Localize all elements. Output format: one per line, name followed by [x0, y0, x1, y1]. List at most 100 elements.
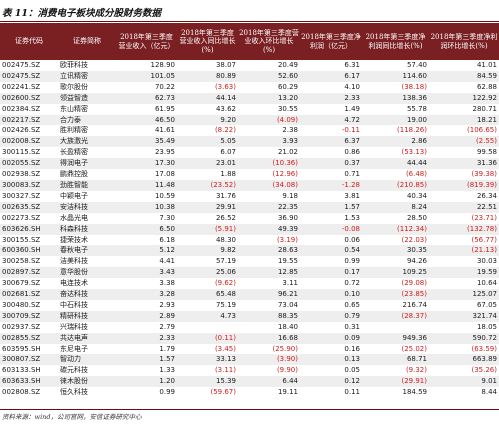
revenue-yoy-cell: 48.30 — [177, 234, 238, 246]
table-row: 002217.SZ 合力泰 46.50 9.20 (4.09) 4.72 19.00 18.2… — [0, 114, 499, 126]
code-cell: 002635.SZ — [0, 201, 58, 213]
table-row: 002426.SZ 胜利精密 41.61 (8.22) 2.38 -0.11 (118.26… — [0, 125, 499, 137]
revenue-yoy-cell: 9.20 — [177, 114, 238, 126]
code-cell: 300327.SZ — [0, 190, 58, 202]
code-cell: 002681.SZ — [0, 289, 58, 300]
name-cell: 得润电子 — [58, 158, 116, 170]
revenue-yoy-cell: 15.39 — [177, 376, 238, 388]
table-row: 002055.SZ 得润电子 17.30 23.01 (10.36) 0.37 44.44 3… — [0, 158, 499, 170]
net-profit-cell: 0.16 — [300, 343, 362, 355]
table-body: 002475.SZ 欧菲科技 128.90 38.07 20.49 6.31 57.40 41… — [0, 60, 499, 399]
revenue-qoq-cell: 60.29 — [238, 81, 300, 93]
table-row: 300327.SZ 中颖电子 10.59 31.76 9.18 3.81 40.34 26.3… — [0, 190, 499, 202]
column-header-name: 证券简称 — [58, 23, 116, 60]
name-cell: 洁美科技 — [58, 256, 116, 268]
revenue-qoq-cell: (4.09) — [238, 114, 300, 126]
table-row: 603595.SH 东尼电子 1.79 (3.45) (25.90) 0.16 (25.02… — [0, 343, 499, 355]
profit-qoq-cell: 62.88 — [429, 81, 499, 93]
net-profit-cell: 0.31 — [300, 321, 362, 333]
column-header-revenue-yoy: 2018年第三季度营业收入同比增长(%) — [177, 23, 238, 60]
table-row: 002681.SZ 奋达科技 3.28 65.48 96.21 0.10 (23.85) 12… — [0, 289, 499, 300]
revenue-qoq-cell: 18.40 — [238, 321, 300, 333]
profit-yoy-cell: 114.60 — [362, 70, 429, 82]
column-header-code: 证券代码 — [0, 23, 58, 60]
profit-yoy-cell: (29.91) — [362, 376, 429, 388]
net-profit-cell: 0.12 — [300, 376, 362, 388]
profit-yoy-cell: 30.35 — [362, 245, 429, 257]
revenue-yoy-cell: (8.22) — [177, 125, 238, 137]
net-profit-cell: 0.17 — [300, 267, 362, 279]
profit-yoy-cell: (22.03) — [362, 234, 429, 246]
net-profit-cell: 2.33 — [300, 92, 362, 104]
table-row: 002008.SZ 大族激光 35.49 5.05 3.93 6.37 2.86 (2.55) — [0, 136, 499, 148]
code-cell: 300115.SZ — [0, 147, 58, 159]
revenue-qoq-cell: 9.18 — [238, 190, 300, 202]
code-cell: 600360.SH — [0, 245, 58, 257]
profit-yoy-cell: (9.32) — [362, 365, 429, 377]
profit-qoq-cell: 122.92 — [429, 92, 499, 104]
code-cell: 300155.SZ — [0, 234, 58, 246]
code-cell: 002426.SZ — [0, 125, 58, 137]
revenue-yoy-cell: 65.48 — [177, 289, 238, 300]
revenue-yoy-cell: 5.05 — [177, 136, 238, 148]
table-row: 002384.SZ 东山精密 61.95 43.62 30.55 1.49 55.78 280… — [0, 103, 499, 115]
name-cell: 电连技术 — [58, 278, 116, 290]
revenue-qoq-cell: (34.08) — [238, 179, 300, 191]
net-profit-cell: 0.11 — [300, 387, 362, 399]
column-header-net-profit: 2018年第三季度净利润（亿元） — [300, 23, 362, 60]
revenue-qoq-cell: 3.11 — [238, 278, 300, 290]
code-cell: 603626.SH — [0, 223, 58, 235]
net-profit-cell: 0.54 — [300, 245, 362, 257]
profit-yoy-cell: 138.36 — [362, 92, 429, 104]
name-cell: 歌尔股份 — [58, 81, 116, 93]
revenue-cell: 3.38 — [116, 278, 177, 290]
net-profit-cell: 0.37 — [300, 158, 362, 170]
name-cell: 长盈精密 — [58, 147, 116, 159]
profit-qoq-cell: (63.59) — [429, 343, 499, 355]
name-cell: 中颖电子 — [58, 190, 116, 202]
revenue-cell: 61.95 — [116, 103, 177, 115]
revenue-qoq-cell: 20.49 — [238, 60, 300, 71]
profit-yoy-cell: (28.37) — [362, 310, 429, 322]
revenue-yoy-cell: 25.06 — [177, 267, 238, 279]
revenue-yoy-cell: 57.19 — [177, 256, 238, 268]
name-cell: 碳元科技 — [58, 365, 116, 377]
profit-yoy-cell: 28.50 — [362, 212, 429, 224]
revenue-cell: 1.20 — [116, 376, 177, 388]
profit-qoq-cell: 18.05 — [429, 321, 499, 333]
net-profit-cell: -0.08 — [300, 223, 362, 235]
profit-qoq-cell: 663.89 — [429, 354, 499, 366]
revenue-yoy-cell: 38.07 — [177, 60, 238, 71]
revenue-qoq-cell: 22.35 — [238, 201, 300, 213]
revenue-cell: 2.93 — [116, 299, 177, 311]
name-cell: 水晶光电 — [58, 212, 116, 224]
revenue-yoy-cell: 80.89 — [177, 70, 238, 82]
revenue-cell: 128.90 — [116, 60, 177, 71]
code-cell: 002897.SZ — [0, 267, 58, 279]
revenue-cell: 6.18 — [116, 234, 177, 246]
profit-yoy-cell: 57.40 — [362, 60, 429, 71]
profit-qoq-cell: 41.01 — [429, 60, 499, 71]
net-profit-cell: 1.49 — [300, 103, 362, 115]
net-profit-cell: 1.53 — [300, 212, 362, 224]
net-profit-cell: 0.13 — [300, 354, 362, 366]
net-profit-cell: 1.57 — [300, 201, 362, 213]
net-profit-cell: 4.72 — [300, 114, 362, 126]
profit-yoy-cell: 216.74 — [362, 299, 429, 311]
name-cell: 精研科技 — [58, 310, 116, 322]
net-profit-cell: 0.09 — [300, 332, 362, 344]
revenue-cell: 3.43 — [116, 267, 177, 279]
code-cell: 300083.SZ — [0, 179, 58, 191]
profit-yoy-cell: (53.13) — [362, 147, 429, 159]
revenue-yoy-cell: 75.19 — [177, 299, 238, 311]
revenue-cell: 2.33 — [116, 332, 177, 344]
revenue-cell: 6.50 — [116, 223, 177, 235]
profit-yoy-cell: (112.34) — [362, 223, 429, 235]
name-cell: 东山精密 — [58, 103, 116, 115]
profit-yoy-cell: 109.25 — [362, 267, 429, 279]
name-cell: 智动力 — [58, 354, 116, 366]
table-row: 002475.SZ 立讯精密 101.05 80.89 52.60 6.17 114.60 8… — [0, 70, 499, 82]
code-cell: 002008.SZ — [0, 136, 58, 148]
code-cell: 002241.SZ — [0, 81, 58, 93]
revenue-cell: 62.73 — [116, 92, 177, 104]
